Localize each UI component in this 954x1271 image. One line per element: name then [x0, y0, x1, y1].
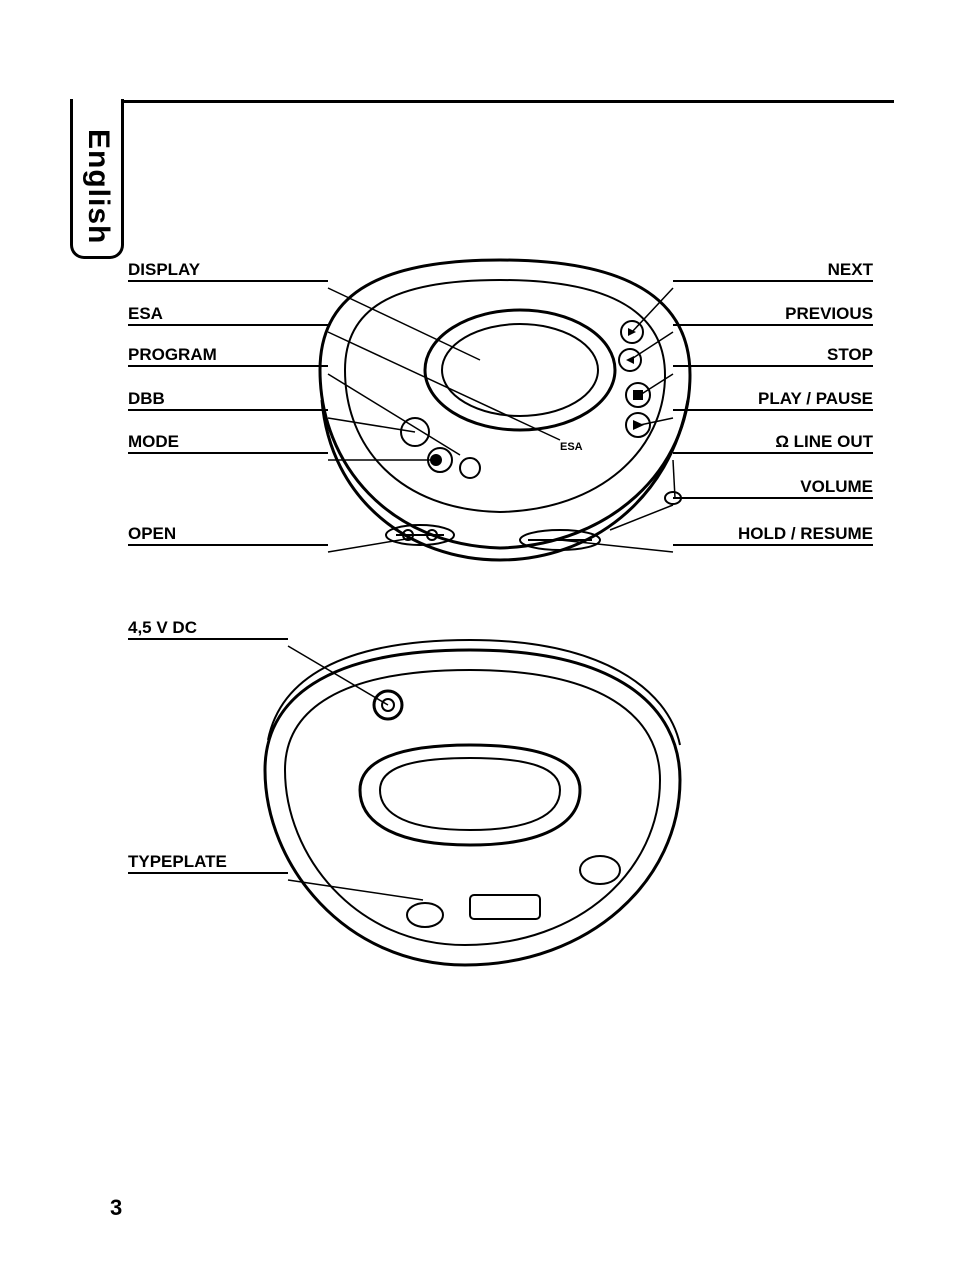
- figure-top-label: DBB: [128, 389, 328, 411]
- figure-top-label: HOLD / RESUME: [673, 524, 873, 546]
- figure-top-label: NEXT: [673, 260, 873, 282]
- figure-top-label: PREVIOUS: [673, 304, 873, 326]
- figure-top-label: ESA: [128, 304, 328, 326]
- page-number: 3: [110, 1195, 122, 1221]
- figure-top-label: STOP: [673, 345, 873, 367]
- figure-top-label: OPEN: [128, 524, 328, 546]
- figure-top-label: PLAY / PAUSE: [673, 389, 873, 411]
- figure-top-label: VOLUME: [673, 477, 873, 499]
- figure-top-label: DISPLAY: [128, 260, 328, 282]
- figure-top-label: Ω LINE OUT: [673, 432, 873, 454]
- figure-bottom-label: 4,5 V DC: [128, 618, 288, 640]
- figure-top-label: PROGRAM: [128, 345, 328, 367]
- figure-top-label: MODE: [128, 432, 328, 454]
- figure-bottom-label: TYPEPLATE: [128, 852, 288, 874]
